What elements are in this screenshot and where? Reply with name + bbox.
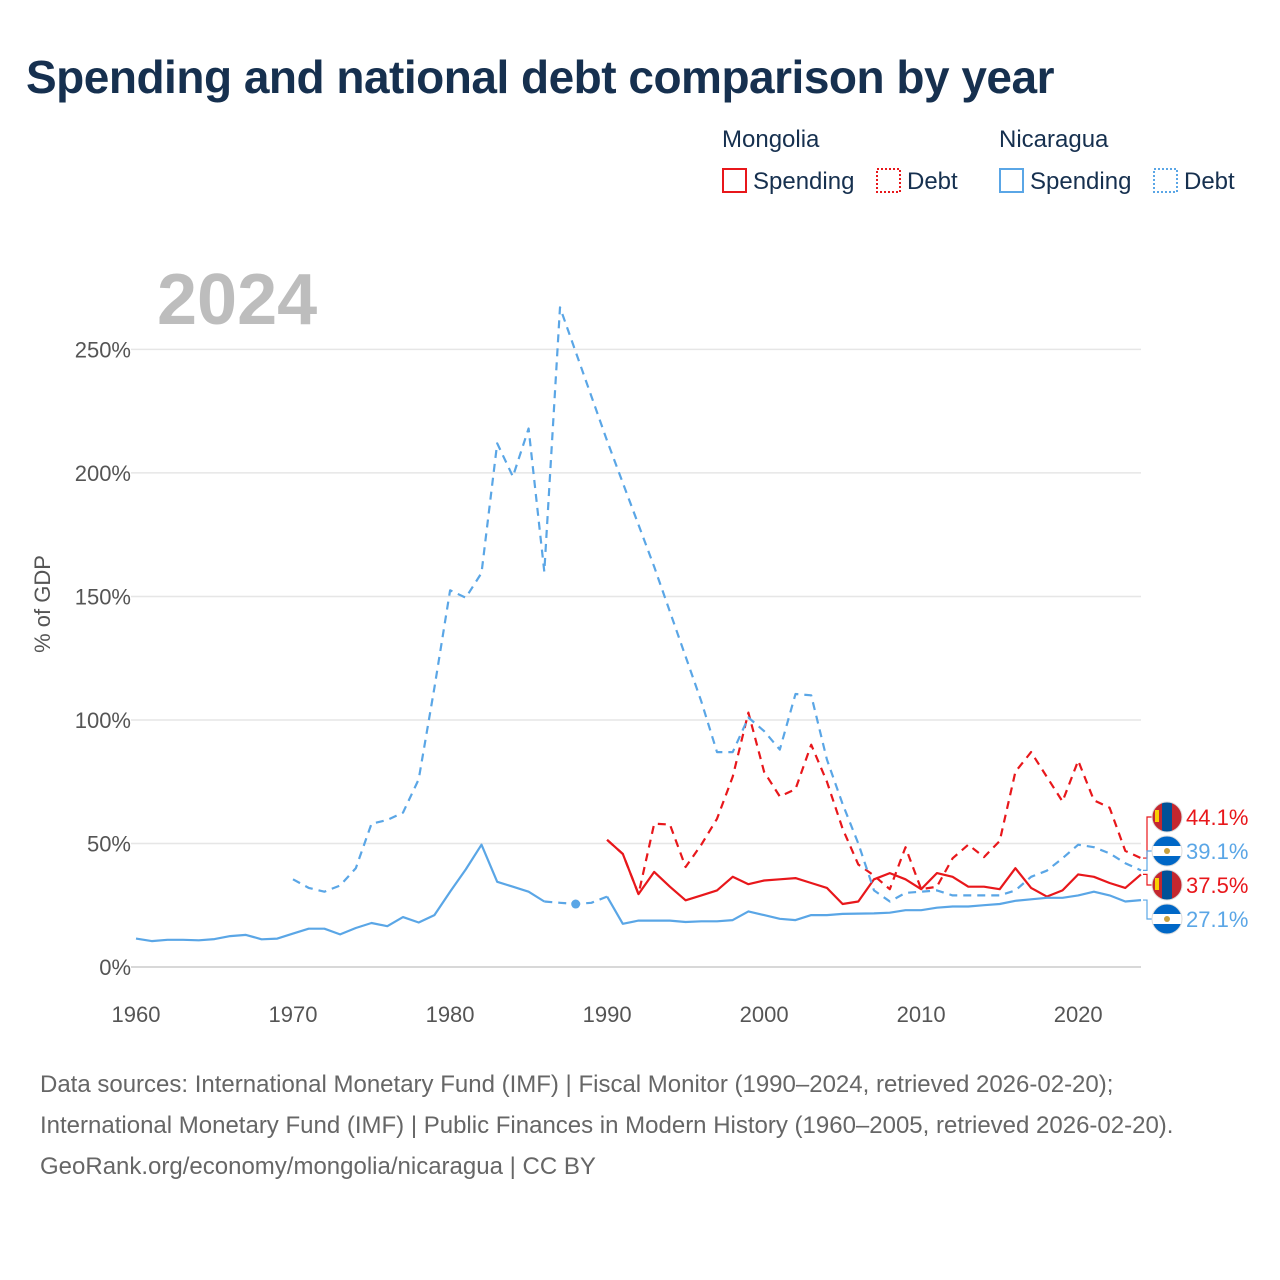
legend-label-mongolia-debt[interactable]: Debt [907, 168, 958, 195]
series-lines [135, 306, 1142, 943]
mongolia-spending-line [606, 838, 1142, 906]
nicaragua-spending-line-late [606, 890, 1142, 925]
x-tick-label: 1960 [112, 1002, 161, 1027]
data-sources: Data sources: International Monetary Fun… [40, 1071, 1174, 1139]
x-tick-label: 1970 [269, 1002, 318, 1027]
x-tick-label: 1980 [426, 1002, 475, 1027]
nicaragua-debt-end-label: 39.1% [1186, 839, 1248, 864]
footer: Data sources: International Monetary Fun… [40, 1064, 1240, 1187]
x-tick-label: 2020 [1054, 1002, 1103, 1027]
nicaragua-spending-flag-icon [1151, 903, 1183, 935]
mongolia-spending-connector [1143, 873, 1152, 886]
y-tick-label: 200% [75, 461, 131, 486]
grid [131, 348, 1141, 968]
x-tick-label: 2010 [897, 1002, 946, 1027]
mongolia-debt-flag-icon [1151, 801, 1183, 833]
legend-swatch-nicaragua-spending[interactable] [999, 168, 1024, 193]
nicaragua-debt-connector [1143, 850, 1152, 872]
legend-title-mongolia: Mongolia [722, 126, 820, 153]
legend[interactable]: Mongolia Spending Debt Nicaragua Spendin… [722, 126, 1235, 195]
legend-swatch-mongolia-spending[interactable] [722, 168, 747, 193]
nicaragua-debt-flag-icon [1151, 835, 1183, 867]
legend-label-nicaragua-spending[interactable]: Spending [1030, 168, 1131, 195]
year-label: 2024 [157, 260, 317, 340]
legend-title-nicaragua: Nicaragua [999, 126, 1109, 153]
mongolia-debt-end-label: 44.1% [1186, 805, 1248, 830]
y-tick-label: 0% [99, 955, 131, 980]
legend-swatch-mongolia-debt[interactable] [876, 168, 901, 193]
y-tick-label: 250% [75, 337, 131, 362]
nicaragua-debt-line [292, 306, 1142, 903]
x-tick-label: 2000 [740, 1002, 789, 1027]
credit-link[interactable]: GeoRank.org/economy/mongolia/nicaragua |… [40, 1153, 596, 1180]
x-tick-labels: 1960 1970 1980 1990 2000 2010 2020 [112, 1002, 1103, 1027]
x-tick-label: 1990 [583, 1002, 632, 1027]
legend-label-nicaragua-debt[interactable]: Debt [1184, 168, 1235, 195]
y-tick-labels: 0% 50% 100% 150% 200% 250% [75, 337, 131, 980]
chart-title: Spending and national debt comparison by… [26, 51, 1055, 103]
y-tick-label: 100% [75, 708, 131, 733]
y-tick-label: 150% [75, 584, 131, 609]
nicaragua-spending-connector [1143, 899, 1152, 920]
nicaragua-debt-marker [571, 899, 581, 909]
y-axis-label: % of GDP [30, 555, 55, 653]
mongolia-debt-connector [1143, 816, 1152, 859]
legend-swatch-nicaragua-debt[interactable] [1153, 168, 1178, 193]
end-labels: 44.1% 39.1% 37.5% 27.1% [1143, 801, 1248, 935]
nicaragua-spending-end-label: 27.1% [1186, 907, 1248, 932]
y-tick-label: 50% [87, 831, 131, 856]
legend-label-mongolia-spending[interactable]: Spending [753, 168, 854, 195]
nicaragua-spending-line [135, 843, 545, 943]
mongolia-spending-flag-icon [1151, 869, 1183, 901]
mongolia-spending-end-label: 37.5% [1186, 873, 1248, 898]
mongolia-debt-line [606, 711, 1142, 896]
chart-svg: Mongolia Spending Debt Nicaragua Spendin… [30, 126, 1248, 1027]
